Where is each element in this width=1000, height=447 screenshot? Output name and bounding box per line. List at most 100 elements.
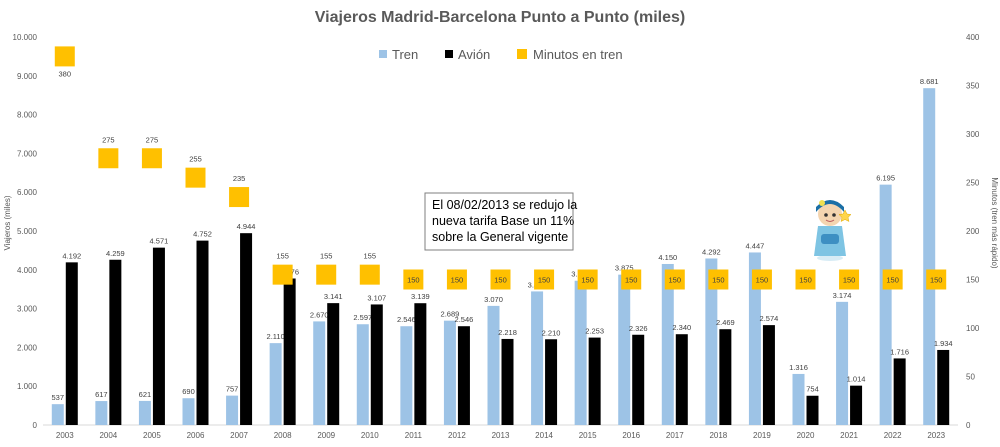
legend-label-minutos: Minutos en tren <box>533 47 623 62</box>
y2-tick-label: 400 <box>966 33 980 42</box>
data-label-tren: 4.150 <box>658 253 677 262</box>
chart-title: Viajeros Madrid-Barcelona Punto a Punto … <box>315 9 685 26</box>
data-label-tren: 4.292 <box>702 247 721 256</box>
data-label-minutos: 155 <box>364 252 377 261</box>
data-label-minutos: 150 <box>581 276 594 285</box>
x-tick-label: 2021 <box>840 431 858 440</box>
y2-tick-label: 250 <box>966 179 980 188</box>
data-label-minutos: 155 <box>320 252 333 261</box>
bar-tren <box>574 280 587 425</box>
data-label-minutos: 150 <box>669 276 682 285</box>
y2-tick-label: 150 <box>966 276 980 285</box>
data-label-minutos: 150 <box>712 276 725 285</box>
bar-avion <box>893 358 906 425</box>
marker-minutos <box>751 269 772 290</box>
data-label-avion: 2.253 <box>585 327 604 336</box>
bar-tren <box>792 373 805 425</box>
data-label-avion: 2.546 <box>455 315 474 324</box>
y2-tick-label: 350 <box>966 82 980 91</box>
bar-tren <box>400 326 413 425</box>
y-tick-label: 2.000 <box>17 343 38 352</box>
data-label-avion: 1.014 <box>847 375 866 384</box>
series-minutos: 380 275 275 255 235 155 155 155 150 150 150 150 150 1… <box>54 46 947 290</box>
legend: Tren Avión Minutos en tren <box>379 47 623 62</box>
bar-tren <box>531 291 544 425</box>
bar-avion <box>545 339 558 425</box>
bar-tren <box>138 400 151 425</box>
bar-avion <box>632 334 645 425</box>
data-label-tren: 6.195 <box>876 174 895 183</box>
marker-minutos <box>272 264 293 285</box>
marker-minutos <box>54 46 75 67</box>
x-tick-label: 2017 <box>666 431 684 440</box>
data-label-avion: 2.469 <box>716 318 735 327</box>
bar-avion <box>327 303 340 425</box>
data-label-tren: 8.681 <box>920 77 939 86</box>
marker-minutos <box>316 264 337 285</box>
marker-minutos <box>490 269 511 290</box>
y-tick-label: 6.000 <box>17 188 38 197</box>
bar-avion <box>240 233 253 425</box>
data-label-minutos: 275 <box>146 135 159 144</box>
bar-avion <box>762 325 775 425</box>
bar-avion <box>152 247 165 425</box>
data-label-tren: 621 <box>139 390 152 399</box>
x-axis: 2003 2004 2005 2006 2007 2008 2009 2010 2011 2012… <box>43 424 958 440</box>
mascot-figure-icon <box>814 200 852 261</box>
y-axis-right: 0 50 100 150 200 250 300 350 400 <box>966 33 980 430</box>
y-tick-label: 7.000 <box>17 149 38 158</box>
data-label-avion: 1.934 <box>934 339 953 348</box>
y2-tick-label: 200 <box>966 227 980 236</box>
annotation-line-2: nueva tarifa Base un 11% <box>432 214 574 228</box>
x-tick-label: 2010 <box>361 431 379 440</box>
data-label-tren: 4.447 <box>746 241 765 250</box>
legend-swatch-avion <box>445 50 453 58</box>
bar-tren <box>836 301 849 425</box>
data-label-tren: 3.875 <box>615 264 634 273</box>
annotation-box: El 08/02/2013 se redujo la nueva tarifa … <box>424 192 577 251</box>
data-label-tren: 3.070 <box>484 295 503 304</box>
x-tick-label: 2016 <box>622 431 640 440</box>
marker-minutos <box>839 269 860 290</box>
x-tick-label: 2015 <box>579 431 597 440</box>
bar-avion <box>719 329 732 425</box>
data-label-avion: 2.340 <box>672 323 691 332</box>
x-tick-label: 2020 <box>797 431 815 440</box>
y-axis-left-label: Viajeros (miles) <box>3 195 12 250</box>
data-label-avion: 2.326 <box>629 324 648 333</box>
y-tick-label: 1.000 <box>17 382 38 391</box>
y-tick-label: 8.000 <box>17 111 38 120</box>
data-label-avion: 3.107 <box>367 293 386 302</box>
annotation-line-1: El 08/02/2013 se redujo la <box>432 198 577 212</box>
x-tick-label: 2022 <box>884 431 902 440</box>
data-label-avion: 2.218 <box>498 328 517 337</box>
bar-tren <box>705 258 718 425</box>
x-tick-label: 2023 <box>927 431 945 440</box>
marker-minutos <box>621 269 642 290</box>
data-label-avion: 4.752 <box>193 230 212 239</box>
x-tick-label: 2013 <box>492 431 510 440</box>
y2-tick-label: 50 <box>966 373 975 382</box>
x-tick-label: 2008 <box>274 431 292 440</box>
y-tick-label: 10.000 <box>13 33 38 42</box>
bar-avion <box>65 262 78 425</box>
marker-minutos <box>185 167 206 188</box>
x-tick-label: 2005 <box>143 431 161 440</box>
y-axis-left: 0 1.000 2.000 3.000 4.000 5.000 6.000 7.000 8.00… <box>13 33 38 430</box>
data-label-minutos: 150 <box>843 276 856 285</box>
data-label-minutos: 255 <box>189 155 202 164</box>
data-label-minutos: 275 <box>102 135 115 144</box>
data-label-minutos: 150 <box>930 276 943 285</box>
legend-label-tren: Tren <box>392 47 418 62</box>
data-label-minutos: 150 <box>538 276 551 285</box>
data-label-avion: 3.139 <box>411 292 430 301</box>
data-label-avion: 2.210 <box>542 328 561 337</box>
bar-avion <box>806 395 819 425</box>
bar-tren <box>95 401 108 425</box>
data-label-minutos: 380 <box>59 69 72 78</box>
marker-minutos <box>141 148 162 169</box>
bar-avion <box>283 278 296 425</box>
data-label-avion: 754 <box>806 385 819 394</box>
data-label-minutos: 150 <box>799 276 812 285</box>
bar-avion <box>196 240 209 425</box>
